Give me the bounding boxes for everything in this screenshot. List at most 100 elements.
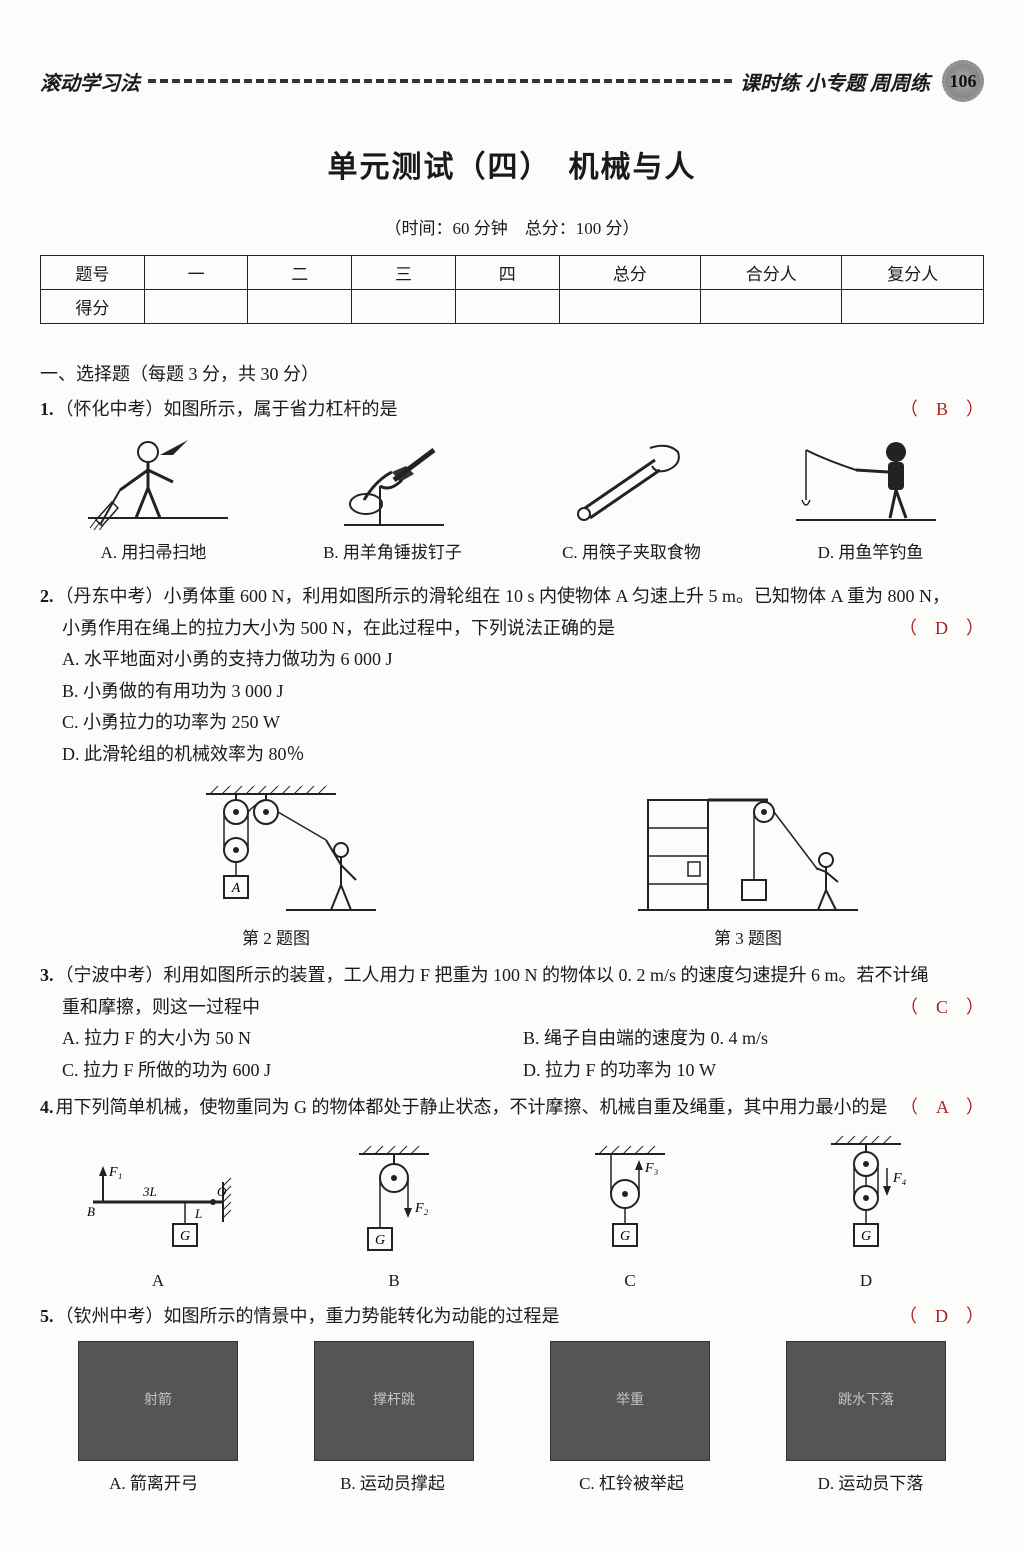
score-table-cell: 复分人 [842,256,984,290]
question-answer: （ D ） [899,613,984,645]
question-1: 1. （怀化中考）如图所示，属于省力杠杆的是 （ B ） [40,394,984,567]
question-text: （怀化中考）如图所示，属于省力杠杆的是 [56,394,888,426]
svg-text:3L: 3L [142,1184,157,1199]
q2-option-c: C. 小勇拉力的功率为 250 W [62,707,984,739]
q5-option-a: A. 箭离开弓 [40,1469,267,1499]
q3-option-c: C. 拉力 F 所做的功为 600 J [62,1055,523,1087]
q1-figure-d [748,430,984,530]
question-text-line1: （宁波中考）利用如图所示的装置，工人用力 F 把重为 100 N 的物体以 0.… [56,960,985,992]
q1-option-d: D. 用鱼竿钓鱼 [757,538,984,568]
pulley-block-icon: F₄ G [801,1132,931,1262]
score-table-cell [701,290,842,324]
question-text-line2: 重和摩擦，则这一过程中 [62,992,888,1024]
photo-pole-vault: 撑杆跳 [314,1341,474,1461]
q3-options: A. 拉力 F 的大小为 50 N B. 绳子自由端的速度为 0. 4 m/s … [62,1023,984,1086]
question-text: （钦州中考）如图所示的情景中，重力势能转化为动能的过程是 [56,1301,888,1333]
question-number: 4. [40,1092,54,1124]
q2-option-d: D. 此滑轮组的机械效率为 80％ [62,739,984,771]
svg-text:G: G [620,1229,630,1244]
score-table-cell: 四 [455,256,559,290]
question-4: 4. 用下列简单机械，使物重同为 G 的物体都处于静止状态，不计摩擦、机械自重及… [40,1092,984,1295]
q1-figure-b [276,430,512,530]
q4-label-b: B [388,1266,399,1296]
q3-figure: 第 3 题图 [512,780,984,954]
svg-text:G: G [861,1229,871,1244]
svg-text:F₂: F₂ [414,1201,429,1216]
time-total-line: （时间：60 分钟 总分：100 分） [40,214,984,239]
q5-option-row: A. 箭离开弓 B. 运动员撑起 C. 杠铃被举起 D. 运动员下落 [40,1469,984,1499]
broom-icon [88,430,228,530]
header-dash-rule [148,79,732,83]
q4-label-a: A [152,1266,164,1296]
svg-text:G: G [375,1233,385,1248]
question-5: 5. （钦州中考）如图所示的情景中，重力势能转化为动能的过程是 （ D ） 射箭… [40,1301,984,1498]
photo-archery: 射箭 [78,1341,238,1461]
section-1-heading: 一、选择题（每题 3 分，共 30 分） [40,360,984,386]
q1-figure-c [512,430,748,530]
q4-label-c: C [624,1266,635,1296]
question-text-line1: （丹东中考）小勇体重 600 N，利用如图所示的滑轮组在 10 s 内使物体 A… [56,581,985,613]
q2-figure: A 第 2 题图 [40,780,512,954]
q5-option-b: B. 运动员撑起 [279,1469,506,1499]
score-table-header-row: 题号 一 二 三 四 总分 合分人 复分人 [41,256,984,290]
running-header: 滚动学习法 课时练 小专题 周周练 106 [40,60,984,102]
q1-option-a: A. 用扫帚扫地 [40,538,267,568]
q3-option-b: B. 绳子自由端的速度为 0. 4 m/s [523,1023,984,1055]
page: 滚动学习法 课时练 小专题 周周练 106 单元测试（四） 机械与人 （时间：6… [0,0,1024,1553]
q4-figure-a: O F₁ 3L B L G A [40,1152,276,1296]
svg-text:B: B [87,1204,95,1219]
question-number: 3. [40,960,54,992]
q5-option-d: D. 运动员下落 [757,1469,984,1499]
question-number: 2. [40,581,54,613]
svg-text:F₁: F₁ [108,1165,122,1180]
q5-figure-a: 射箭 [40,1341,276,1461]
q3-figure-caption: 第 3 题图 [714,924,782,954]
svg-text:F₃: F₃ [644,1161,659,1176]
question-3: 3. （宁波中考）利用如图所示的装置，工人用力 F 把重为 100 N 的物体以… [40,960,984,1086]
q2-figure-caption: 第 2 题图 [242,924,310,954]
page-title: 单元测试（四） 机械与人 [40,142,984,186]
score-table-cell [248,290,352,324]
claw-hammer-icon [324,430,464,530]
header-right-group: 课时练 小专题 周周练 106 [740,60,984,102]
photo-weightlifting: 举重 [550,1341,710,1461]
score-table-cell [144,290,248,324]
q4-label-d: D [860,1266,872,1296]
svg-text:G: G [180,1229,190,1244]
lever-diagram-icon: O F₁ 3L B L G [73,1152,243,1262]
q4-figure-row: O F₁ 3L B L G A [40,1132,984,1296]
q4-figure-c: F₃ G C [512,1142,748,1296]
building-pulley-icon [628,780,868,920]
q4-figure-d: F₄ G D [748,1132,984,1296]
svg-text:L: L [194,1206,202,1221]
q1-option-c: C. 用筷子夹取食物 [518,538,745,568]
question-number: 5. [40,1301,54,1333]
q5-figure-b: 撑杆跳 [276,1341,512,1461]
q4-figure-b: F₂ G B [276,1142,512,1296]
svg-text:F₄: F₄ [892,1171,907,1186]
page-number-badge: 106 [942,60,984,102]
question-text: 用下列简单机械，使物重同为 G 的物体都处于静止状态，不计摩擦、机械自重及绳重，… [56,1092,888,1124]
svg-text:A: A [231,881,241,896]
score-table-cell [842,290,984,324]
photo-diving: 跳水下落 [786,1341,946,1461]
q3-option-a: A. 拉力 F 的大小为 50 N [62,1023,523,1055]
q5-figure-d: 跳水下落 [748,1341,984,1461]
score-table-cell: 题号 [41,256,145,290]
question-2: 2. （丹东中考）小勇体重 600 N，利用如图所示的滑轮组在 10 s 内使物… [40,581,984,954]
header-left-text: 滚动学习法 [40,67,140,96]
q2-option-a: A. 水平地面对小勇的支持力做功为 6 000 J [62,644,984,676]
score-table-cell: 得分 [41,290,145,324]
q2-q3-figure-row: A 第 2 题图 [40,780,984,954]
question-answer: （ B ） [900,394,984,426]
score-table-cell [352,290,456,324]
header-right-text: 课时练 小专题 周周练 [740,67,930,96]
question-answer: （ D ） [899,1301,984,1333]
q1-option-b: B. 用羊角锤拔钉子 [279,538,506,568]
q5-option-c: C. 杠铃被举起 [518,1469,745,1499]
pulley-system-icon: A [166,780,386,920]
score-table-score-row: 得分 [41,290,984,324]
score-table-cell: 合分人 [701,256,842,290]
score-table: 题号 一 二 三 四 总分 合分人 复分人 得分 [40,255,984,324]
q1-figure-a [40,430,276,530]
